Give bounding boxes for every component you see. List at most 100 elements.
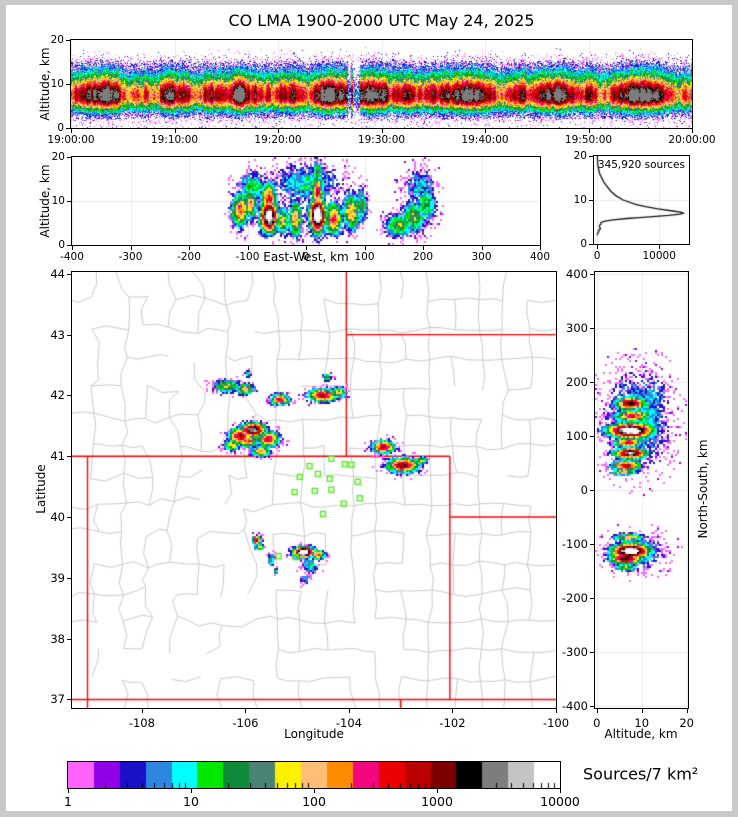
x-tick-mark <box>141 709 143 713</box>
colorbar-tick-label: 10000 <box>540 794 580 809</box>
map-xlabel: Longitude <box>284 727 344 741</box>
colorbar-label: Sources/7 km² <box>583 764 699 784</box>
x-tick-label: -400 <box>60 251 84 263</box>
y-tick-mark <box>67 245 71 246</box>
y-tick-mark <box>590 273 594 275</box>
x-tick-mark <box>588 129 590 133</box>
y-tick-mark <box>590 544 594 545</box>
colorbar-canvas <box>68 762 560 788</box>
north-south-ylabel: North-South, km <box>696 439 710 539</box>
x-tick-label: 10000 <box>642 250 676 262</box>
x-tick-mark <box>686 709 688 713</box>
colorbar-tick-label: 100 <box>302 794 326 809</box>
y-tick-mark <box>589 244 593 245</box>
source-count-annotation: 345,920 sources <box>597 159 685 171</box>
y-tick-label: 20 <box>573 150 587 162</box>
y-tick-label: 41 <box>50 449 65 464</box>
y-tick-mark <box>67 201 71 202</box>
y-tick-label: 300 <box>566 320 588 335</box>
x-tick-label: -100 <box>542 716 570 730</box>
x-tick-label: 19:50:00 <box>564 134 613 146</box>
x-tick-label: 19:00:00 <box>47 134 95 146</box>
x-tick-mark <box>71 129 72 133</box>
y-tick-label: 43 <box>50 327 65 342</box>
y-tick-mark <box>590 327 594 329</box>
x-tick-label: 300 <box>471 251 492 263</box>
x-tick-label: 19:40:00 <box>461 134 509 146</box>
x-tick-label: 19:10:00 <box>150 134 199 146</box>
y-tick-label: 39 <box>50 570 65 585</box>
time-height-panel <box>70 39 693 129</box>
time-height-density-canvas <box>71 40 692 128</box>
y-tick-label: 40 <box>50 510 65 525</box>
east-west-xlabel: East-West, km <box>263 250 349 264</box>
y-tick-label: 37 <box>50 692 65 707</box>
y-tick-label: -100 <box>561 537 588 551</box>
x-tick-label: 20 <box>679 716 694 730</box>
x-tick-mark <box>556 709 557 713</box>
y-tick-label: -300 <box>561 645 588 659</box>
y-tick-label: 44 <box>50 266 65 281</box>
colorbar-tick-mark <box>437 789 438 793</box>
x-tick-label: -102 <box>439 716 466 730</box>
y-tick-mark <box>67 456 71 458</box>
y-tick-mark <box>590 381 594 383</box>
x-tick-mark <box>641 709 643 713</box>
source-histogram-canvas <box>594 156 689 244</box>
x-tick-label: -100 <box>235 251 260 263</box>
x-tick-label: -106 <box>232 716 259 730</box>
east-west-density-canvas <box>72 157 540 245</box>
y-tick-mark <box>590 706 594 707</box>
x-tick-mark <box>364 246 366 250</box>
x-tick-mark <box>189 246 190 250</box>
y-tick-mark <box>590 598 594 599</box>
colorbar-tick-mark <box>68 789 69 793</box>
x-tick-label: 0 <box>593 250 601 262</box>
x-tick-label: -104 <box>335 716 362 730</box>
x-tick-mark <box>174 129 176 133</box>
x-tick-label: 20:00:00 <box>668 134 716 146</box>
x-tick-mark <box>348 709 350 713</box>
y-tick-mark <box>590 435 594 437</box>
y-tick-label: 0 <box>57 122 64 134</box>
x-tick-mark <box>597 245 599 249</box>
y-tick-mark <box>67 699 71 701</box>
y-tick-mark <box>67 638 71 640</box>
y-tick-mark <box>589 156 593 157</box>
y-tick-label: 10 <box>573 194 587 206</box>
x-tick-mark <box>423 246 424 250</box>
x-tick-mark <box>306 246 307 250</box>
y-tick-mark <box>67 334 71 336</box>
y-tick-mark <box>590 490 594 491</box>
x-tick-mark <box>130 246 132 250</box>
x-tick-label: 19:30:00 <box>357 134 406 146</box>
x-tick-label: -200 <box>177 251 201 263</box>
y-tick-label: 38 <box>50 631 65 646</box>
x-tick-mark <box>381 129 383 133</box>
y-tick-label: 20 <box>50 34 64 46</box>
x-tick-mark <box>72 246 73 250</box>
north-south-panel <box>594 271 689 709</box>
x-tick-mark <box>485 129 486 133</box>
y-tick-mark <box>67 157 71 158</box>
x-tick-label: 200 <box>412 251 434 263</box>
colorbar <box>67 761 561 789</box>
y-tick-mark <box>66 128 70 129</box>
x-tick-mark <box>481 246 483 250</box>
x-tick-mark <box>452 709 454 713</box>
y-tick-mark <box>67 273 71 275</box>
colorbar-tick-label: 1 <box>64 794 72 809</box>
y-tick-mark <box>67 577 71 579</box>
x-tick-mark <box>596 709 598 713</box>
x-tick-mark <box>659 245 661 249</box>
y-tick-label: 42 <box>50 388 65 403</box>
y-tick-label: 10 <box>51 195 65 207</box>
x-tick-mark <box>540 246 541 250</box>
x-tick-mark <box>278 129 279 133</box>
y-tick-label: 200 <box>566 374 588 389</box>
map-density-canvas <box>72 272 556 708</box>
x-tick-label: 0 <box>302 251 310 263</box>
y-tick-mark <box>589 200 593 201</box>
x-tick-label: 10 <box>634 716 650 730</box>
